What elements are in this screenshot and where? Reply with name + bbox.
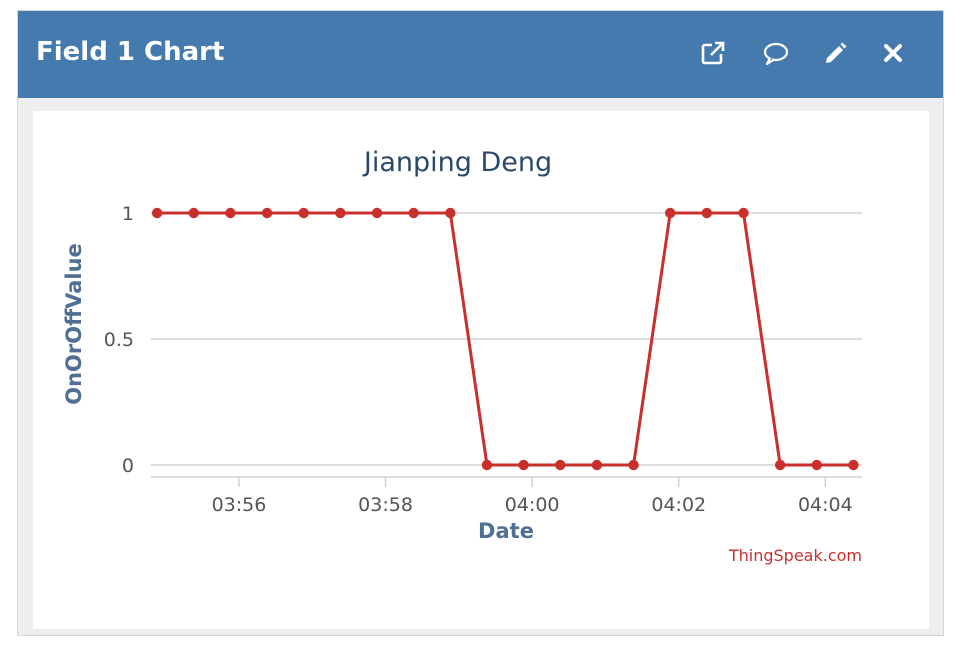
data-point[interactable] (335, 207, 346, 219)
chart-panel: Jianping Deng 0 0.5 1 03:56 03:58 04:00 04:02… (33, 111, 929, 629)
data-point[interactable] (665, 207, 676, 219)
line-chart: Jianping Deng 00.51 03:56 03:58 04:00 04:02… (62, 147, 862, 565)
x-axis-label: Date (478, 519, 534, 543)
y-axis-label: OnOrOffValue (62, 243, 86, 405)
data-point[interactable] (188, 207, 199, 219)
x-tick-label: 03:56 (212, 494, 267, 516)
data-point[interactable] (445, 207, 456, 219)
data-point[interactable] (738, 207, 749, 219)
close-icon[interactable] (875, 35, 911, 71)
data-point[interactable] (371, 207, 383, 219)
y-axis-ticks: 00.51 (104, 203, 134, 477)
widget-title: Field 1 Chart (36, 37, 225, 67)
data-point[interactable] (151, 207, 163, 219)
credit-link[interactable]: ThingSpeak.com (728, 546, 862, 565)
x-axis-ticks: 03:56 03:58 04:00 04:02 04:04 (151, 476, 862, 516)
data-point[interactable] (225, 207, 236, 219)
data-point[interactable] (811, 459, 822, 471)
comment-icon[interactable] (758, 35, 794, 71)
chart-title: Jianping Deng (362, 147, 552, 178)
x-tick-label: 04:04 (798, 494, 853, 516)
widget-header: Field 1 Chart (18, 11, 943, 98)
data-point[interactable] (848, 459, 859, 471)
y-tick-label: 0.5 (104, 329, 134, 351)
data-point[interactable] (555, 459, 566, 471)
data-point[interactable] (481, 459, 493, 471)
data-point[interactable] (774, 459, 786, 471)
chart-grid (151, 212, 862, 466)
data-point[interactable] (628, 459, 639, 471)
data-point[interactable] (518, 459, 529, 471)
x-tick-label: 04:00 (505, 494, 560, 516)
chart-widget: Field 1 Chart (17, 10, 944, 636)
chart-series (151, 207, 859, 471)
y-tick-label: 0 (122, 455, 134, 477)
x-tick-label: 03:58 (358, 494, 413, 516)
data-point[interactable] (701, 207, 713, 219)
data-point[interactable] (408, 207, 419, 219)
y-tick-label: 1 (122, 203, 134, 225)
pencil-icon[interactable] (817, 35, 853, 71)
x-tick-label: 04:02 (651, 494, 706, 516)
data-point[interactable] (298, 207, 309, 219)
data-point[interactable] (591, 459, 603, 471)
external-link-icon[interactable] (695, 35, 731, 71)
data-point[interactable] (261, 207, 273, 219)
series-line (157, 211, 854, 467)
